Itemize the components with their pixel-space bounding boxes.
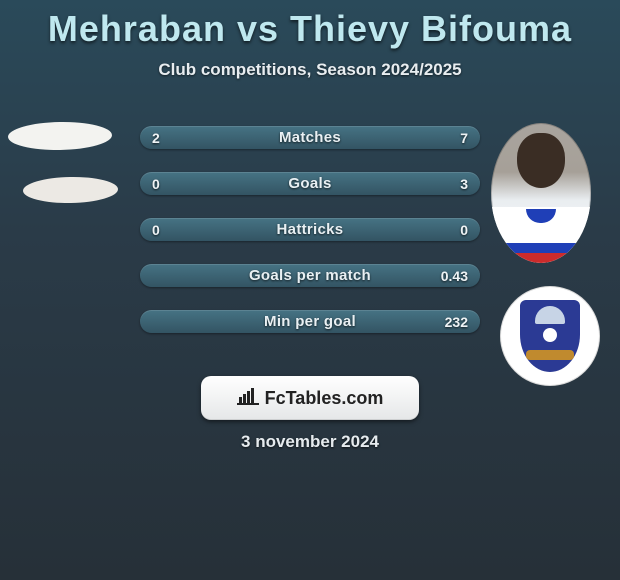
stat-label: Hattricks [277,221,344,238]
stat-label: Matches [279,129,341,146]
stat-right-value: 7 [460,126,468,149]
watermark-logo: FcTables.com [201,376,419,420]
stat-left-value: 0 [152,172,160,195]
date-text: 3 november 2024 [0,432,620,452]
player1-avatar [8,121,112,151]
stat-row: Goals per match 0.43 [140,264,480,287]
stat-row: 0 Hattricks 0 [140,218,480,241]
stat-row: 0 Goals 3 [140,172,480,195]
player1-club-logo [23,176,118,204]
page-title: Mehraban vs Thievy Bifouma [0,0,620,50]
stat-label: Goals [288,175,331,192]
stat-left-value: 2 [152,126,160,149]
stat-row: Min per goal 232 [140,310,480,333]
stat-left-value: 0 [152,218,160,241]
stat-label: Min per goal [264,313,356,330]
stat-right-value: 0 [460,218,468,241]
stat-right-value: 0.43 [441,264,468,287]
barchart-icon [237,387,259,410]
stat-row: 2 Matches 7 [140,126,480,149]
stat-right-value: 232 [445,310,468,333]
page-subtitle: Club competitions, Season 2024/2025 [0,60,620,80]
player2-club-logo [500,286,600,386]
watermark-text: FcTables.com [265,388,384,409]
stat-right-value: 3 [460,172,468,195]
player2-avatar [491,123,591,263]
stats-table: 2 Matches 7 0 Goals 3 0 Hattricks 0 Goal… [140,126,480,356]
stat-label: Goals per match [249,267,371,284]
